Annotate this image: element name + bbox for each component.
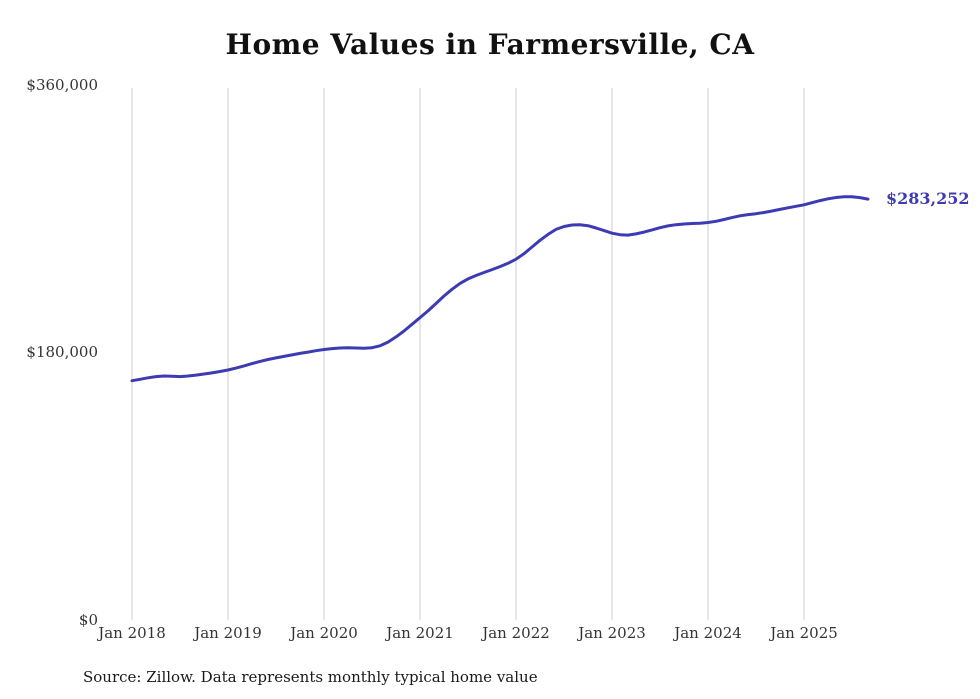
y-axis-label-180000: $180,000 (26, 343, 98, 361)
y-axis-label-0: $0 (78, 611, 98, 629)
x-axis-label: Jan 2021 (386, 624, 454, 642)
x-axis-label: Jan 2025 (770, 624, 838, 642)
x-axis-label: Jan 2018 (98, 624, 166, 642)
home-value-line (130, 195, 870, 383)
x-axis-label: Jan 2024 (674, 624, 742, 642)
x-axis-label: Jan 2023 (578, 624, 646, 642)
y-axis-label-360000: $360,000 (26, 76, 98, 94)
x-axis-label: Jan 2022 (482, 624, 550, 642)
x-axis-label: Jan 2020 (290, 624, 358, 642)
chart-title: Home Values in Farmersville, CA (225, 28, 755, 61)
source-note: Source: Zillow. Data represents monthly … (83, 668, 538, 686)
end-value-label: $283,252 (886, 189, 970, 209)
x-axis-label: Jan 2019 (194, 624, 262, 642)
